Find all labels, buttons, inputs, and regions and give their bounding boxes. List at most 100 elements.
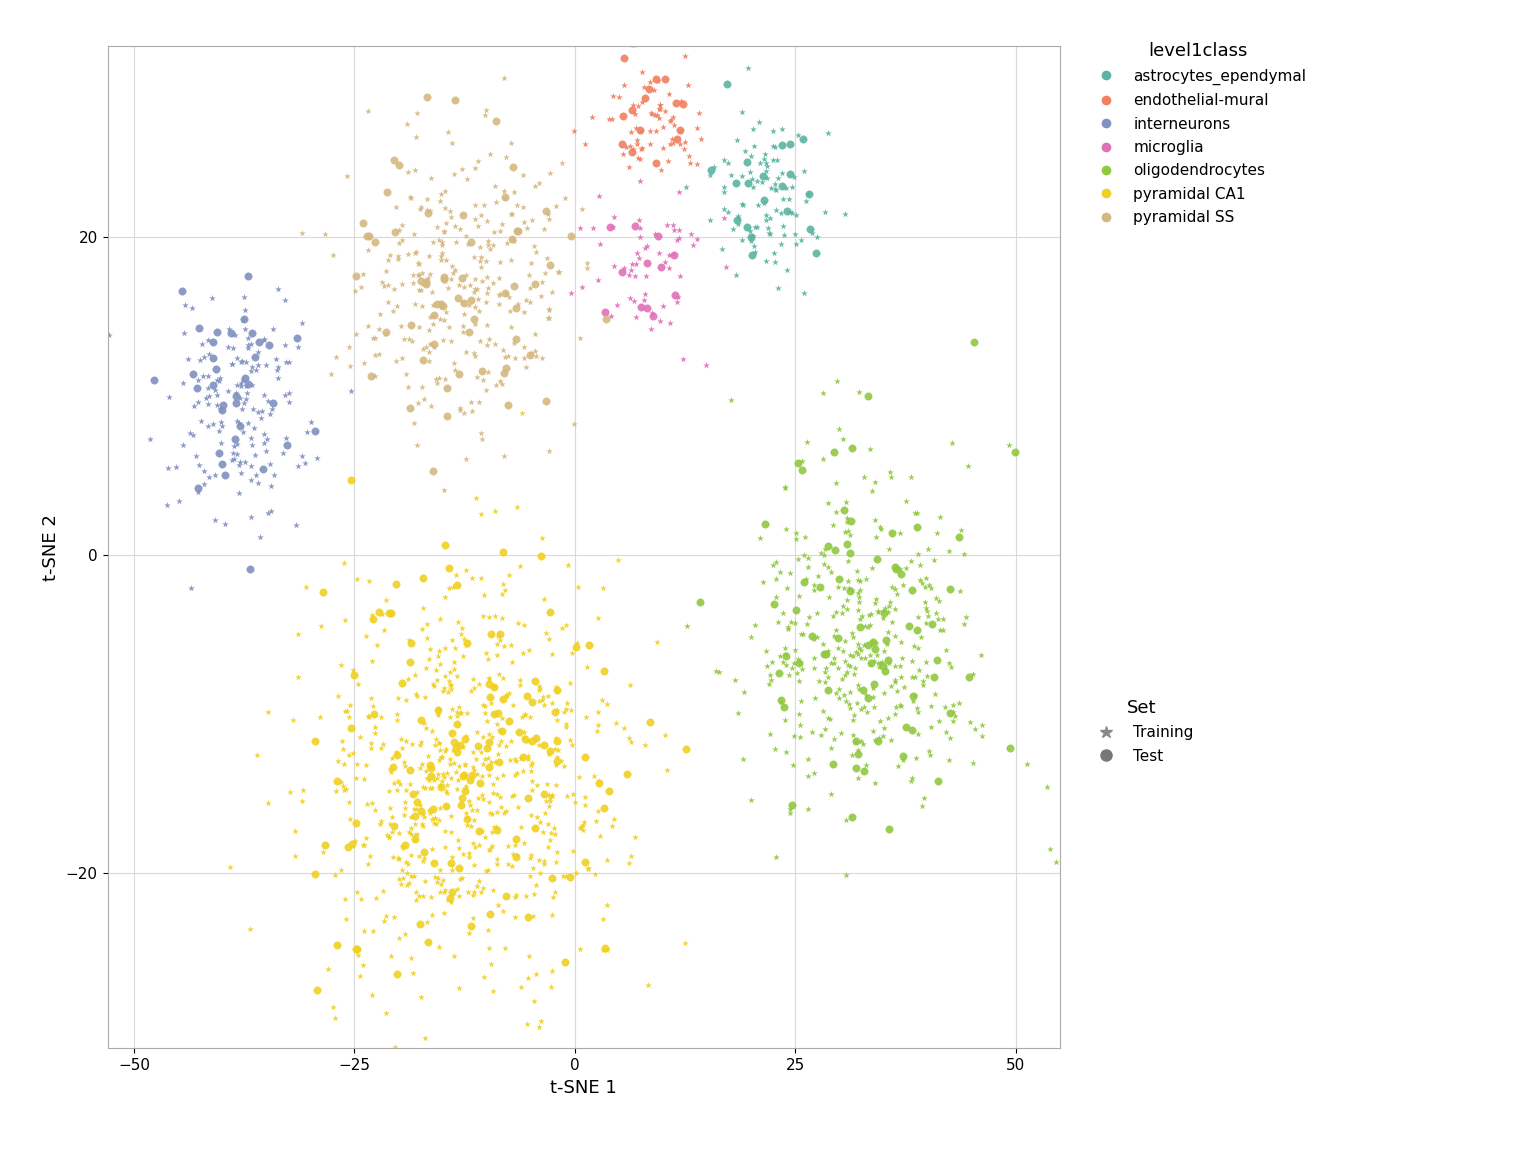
Point bbox=[410, 620, 435, 638]
Point bbox=[492, 636, 516, 654]
Point bbox=[186, 371, 210, 389]
Point bbox=[516, 750, 541, 768]
Point bbox=[362, 718, 387, 736]
Point bbox=[802, 689, 826, 707]
Point bbox=[479, 752, 504, 771]
Point bbox=[450, 619, 475, 637]
Point bbox=[545, 681, 570, 699]
Point bbox=[330, 776, 355, 795]
Point bbox=[476, 766, 501, 785]
Point bbox=[419, 810, 444, 828]
Point bbox=[412, 272, 436, 290]
Point bbox=[439, 134, 464, 152]
Point bbox=[856, 636, 880, 654]
Point bbox=[773, 743, 797, 761]
Point bbox=[479, 728, 504, 746]
Point bbox=[204, 396, 229, 415]
Point bbox=[97, 325, 121, 343]
Point bbox=[879, 468, 903, 486]
Point bbox=[619, 260, 644, 279]
Point bbox=[192, 475, 217, 493]
Point bbox=[948, 582, 972, 600]
Point bbox=[765, 151, 790, 169]
Point bbox=[289, 791, 313, 810]
Point bbox=[914, 653, 938, 672]
Point bbox=[937, 579, 962, 598]
Point bbox=[571, 821, 596, 840]
Point bbox=[754, 153, 779, 172]
Point bbox=[518, 255, 542, 273]
Point bbox=[237, 339, 261, 357]
Point bbox=[527, 681, 551, 699]
Point bbox=[912, 578, 937, 597]
Point bbox=[462, 249, 487, 267]
Point bbox=[610, 263, 634, 281]
Point bbox=[418, 804, 442, 823]
Point bbox=[439, 882, 464, 901]
Point bbox=[917, 576, 942, 594]
Point bbox=[455, 634, 479, 652]
Point bbox=[201, 333, 226, 351]
Point bbox=[482, 607, 507, 626]
Point bbox=[783, 235, 808, 253]
Point bbox=[823, 684, 848, 703]
Point bbox=[452, 324, 476, 342]
Point bbox=[396, 378, 421, 396]
Point bbox=[418, 779, 442, 797]
Point bbox=[790, 452, 814, 470]
Point bbox=[647, 100, 671, 119]
Point bbox=[430, 772, 455, 790]
Point bbox=[201, 376, 226, 394]
Point bbox=[447, 886, 472, 904]
Point bbox=[332, 780, 356, 798]
Point bbox=[459, 233, 484, 251]
Point bbox=[178, 424, 203, 442]
Point bbox=[561, 644, 585, 662]
Point bbox=[822, 653, 846, 672]
Point bbox=[519, 781, 544, 799]
Point bbox=[648, 100, 673, 119]
Point bbox=[541, 888, 565, 907]
Point bbox=[773, 478, 797, 497]
Point bbox=[567, 940, 591, 958]
Point bbox=[476, 650, 501, 668]
Point bbox=[473, 381, 498, 400]
Point bbox=[184, 447, 209, 465]
Point bbox=[508, 978, 533, 996]
Point bbox=[504, 196, 528, 214]
Point bbox=[415, 88, 439, 106]
Point bbox=[252, 385, 276, 403]
Point bbox=[459, 402, 484, 420]
Point bbox=[544, 733, 568, 751]
Point bbox=[601, 218, 625, 236]
Point bbox=[402, 799, 427, 818]
Point bbox=[381, 908, 406, 926]
Point bbox=[742, 236, 766, 255]
Point bbox=[760, 556, 785, 575]
Point bbox=[771, 218, 796, 236]
Point bbox=[885, 682, 909, 700]
Point bbox=[677, 153, 702, 172]
Point bbox=[372, 276, 396, 295]
Point bbox=[585, 608, 610, 627]
Point bbox=[441, 578, 465, 597]
Point bbox=[631, 291, 656, 310]
Point bbox=[905, 518, 929, 537]
Point bbox=[565, 635, 590, 653]
Point bbox=[470, 766, 495, 785]
Point bbox=[513, 887, 538, 905]
Point bbox=[510, 748, 535, 766]
Point bbox=[751, 194, 776, 212]
Point bbox=[687, 104, 711, 122]
Point bbox=[576, 859, 601, 878]
Point bbox=[439, 270, 464, 288]
Point bbox=[461, 670, 485, 689]
Point bbox=[452, 630, 476, 649]
Point bbox=[415, 912, 439, 931]
Point bbox=[221, 437, 246, 455]
Point bbox=[840, 646, 865, 665]
Point bbox=[634, 300, 659, 318]
Point bbox=[796, 767, 820, 786]
Point bbox=[647, 108, 671, 127]
Point bbox=[338, 471, 362, 490]
